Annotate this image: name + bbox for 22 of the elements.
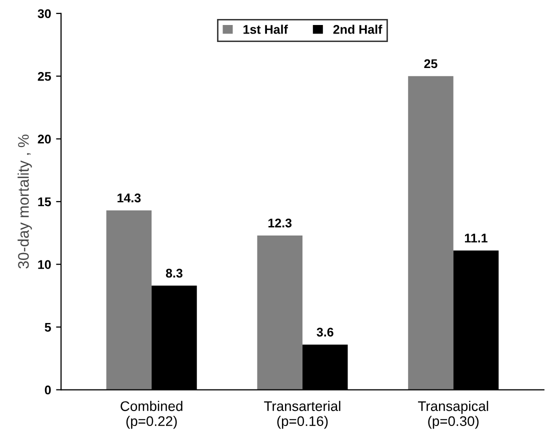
- x-tick-label: Combined (p=0.22): [120, 400, 182, 429]
- bar: [257, 235, 302, 390]
- y-tick-label: 20: [38, 134, 51, 144]
- y-tick-label: 30: [38, 9, 51, 18]
- y-tick-label: 0: [44, 386, 51, 394]
- legend-label: 1st Half: [244, 24, 288, 34]
- y-axis-title: 30-day mortality , %: [18, 134, 32, 269]
- data-label: 8.3: [166, 268, 182, 278]
- x-tick-label: Transapical (p=0.30): [418, 400, 488, 429]
- legend-label: 2nd Half: [333, 24, 382, 34]
- data-label: 3.6: [316, 328, 334, 337]
- y-tick-label: 15: [38, 198, 51, 206]
- y-tick-label: 5: [44, 322, 51, 332]
- y-tick-label: 10: [38, 260, 51, 269]
- data-label: 25: [424, 59, 438, 68]
- bar: [408, 76, 454, 390]
- x-tick-label: Transarterial (p=0.16): [264, 400, 340, 429]
- data-label: 12.3: [268, 218, 292, 228]
- y-tick-label: 25: [38, 72, 51, 81]
- data-label: 14.3: [118, 194, 141, 202]
- bar: [106, 210, 152, 390]
- data-label: 11.1: [464, 234, 488, 242]
